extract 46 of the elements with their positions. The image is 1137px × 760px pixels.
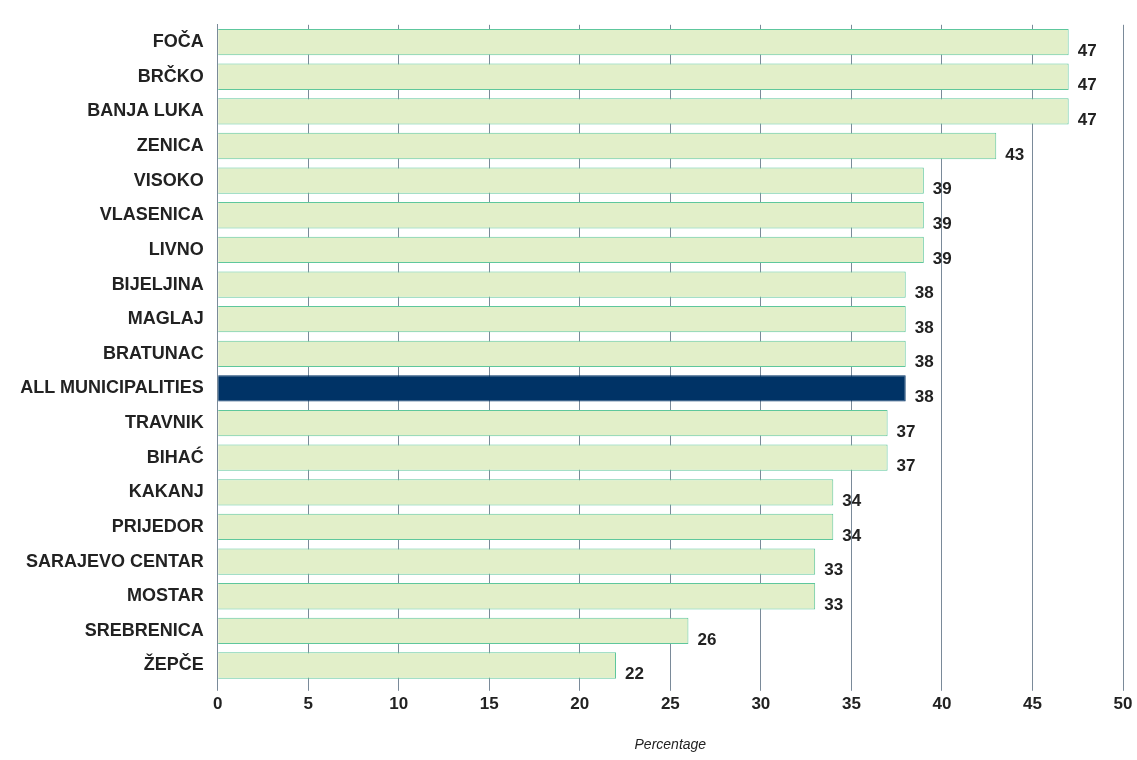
y-tick-label: BIJELJINA bbox=[111, 273, 204, 294]
y-tick-label: MAGLAJ bbox=[127, 308, 204, 329]
y-tick-label: PRIJEDOR bbox=[111, 515, 204, 536]
y-tick-label: VLASENICA bbox=[99, 204, 204, 225]
x-tick-label: 0 bbox=[212, 693, 223, 713]
y-tick-label: MOSTAR bbox=[126, 585, 204, 606]
data-label: 47 bbox=[1077, 75, 1097, 95]
y-tick-label: BRATUNAC bbox=[103, 342, 204, 363]
data-label: 37 bbox=[896, 421, 916, 441]
x-tick-label: 40 bbox=[932, 693, 952, 713]
y-tick-label: SARAJEVO CENTAR bbox=[25, 550, 204, 571]
x-tick-label: 35 bbox=[841, 693, 861, 713]
y-tick-label: KAKANJ bbox=[128, 481, 204, 502]
y-tick-label: TRAVNIK bbox=[124, 412, 204, 433]
data-label: 38 bbox=[914, 387, 934, 407]
x-tick-label: 10 bbox=[389, 693, 409, 713]
y-tick-label: BIHAĆ bbox=[146, 445, 204, 467]
data-label: 37 bbox=[896, 456, 916, 476]
data-label: 33 bbox=[824, 594, 844, 614]
x-tick-label: 25 bbox=[660, 693, 680, 713]
y-tick-label: FOČA bbox=[152, 30, 204, 52]
y-tick-label: ALL MUNICIPALITIES bbox=[20, 377, 204, 398]
x-tick-label: 30 bbox=[751, 693, 771, 713]
y-tick-label: BANJA LUKA bbox=[87, 100, 204, 121]
x-tick-label: 20 bbox=[570, 693, 590, 713]
x-tick-label: 50 bbox=[1113, 693, 1133, 713]
x-tick-label: 45 bbox=[1023, 693, 1042, 713]
bar bbox=[218, 375, 906, 402]
data-label: 43 bbox=[1005, 144, 1025, 164]
y-tick-label: SREBRENICA bbox=[84, 619, 204, 640]
x-tick-label: 5 bbox=[303, 693, 313, 713]
x-axis-title: Percentage bbox=[634, 736, 707, 753]
y-tick-label: ZENICA bbox=[136, 134, 204, 155]
data-label: 38 bbox=[914, 317, 934, 337]
y-tick-label: LIVNO bbox=[148, 238, 204, 259]
y-tick-label: VISOKO bbox=[133, 169, 204, 190]
y-tick-label: BRČKO bbox=[137, 64, 204, 86]
y-tick-label: ŽEPČE bbox=[143, 653, 204, 675]
data-label: 26 bbox=[697, 629, 717, 649]
data-label: 38 bbox=[914, 352, 934, 372]
data-label: 47 bbox=[1077, 110, 1097, 130]
data-label: 33 bbox=[824, 560, 844, 580]
data-label: 22 bbox=[625, 664, 644, 684]
x-tick-label: 15 bbox=[479, 693, 499, 713]
data-label: 47 bbox=[1077, 40, 1097, 60]
data-label: 38 bbox=[914, 283, 934, 303]
